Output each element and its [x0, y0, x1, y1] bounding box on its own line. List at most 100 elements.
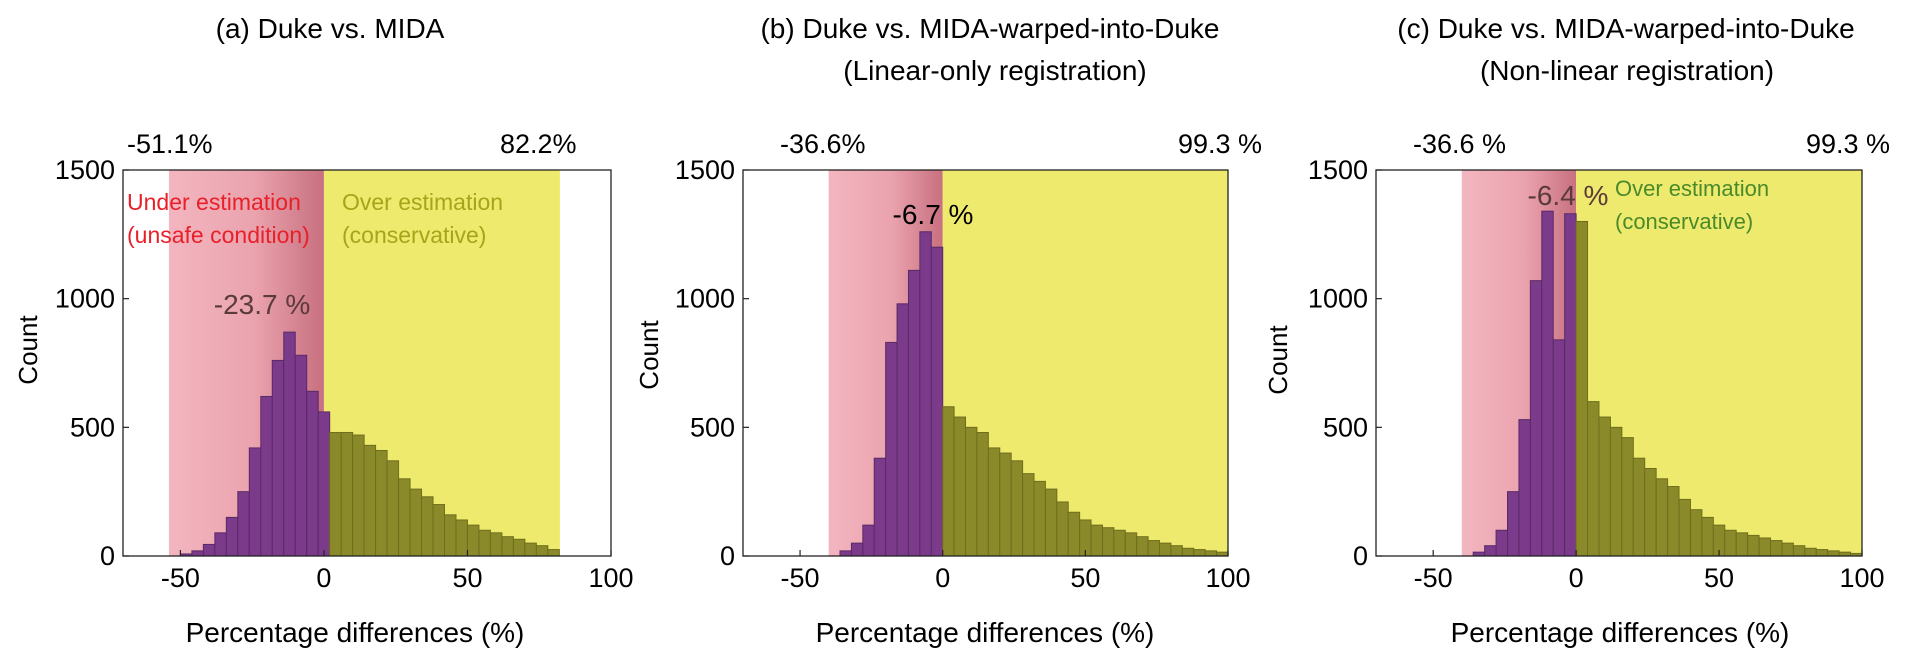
- histogram-bar: [1159, 542, 1172, 557]
- panel-title: (c) Duke vs. MIDA-warped-into-Duke: [1397, 13, 1854, 44]
- histogram-bar: [1587, 401, 1600, 557]
- histogram-bar: [340, 431, 354, 557]
- y-tick-label: 0: [720, 541, 735, 571]
- axes-frame: [742, 169, 1229, 557]
- y-tick-label: 1500: [55, 155, 115, 185]
- panel-b: (b) Duke vs. MIDA-warped-into-Duke (Line…: [634, 13, 1262, 648]
- histogram-bar: [1044, 488, 1058, 557]
- histogram-bar: [1598, 416, 1611, 557]
- axes-frame: [1375, 169, 1863, 557]
- under-label-line-2: (unsafe condition): [127, 222, 310, 248]
- histogram-bar: [248, 447, 262, 557]
- histogram-bar: [1193, 549, 1206, 557]
- histogram-bar: [1564, 213, 1577, 557]
- histogram-bar: [1056, 501, 1069, 557]
- histogram-bar: [489, 532, 503, 557]
- histogram-bar: [1781, 542, 1794, 557]
- x-tick-label: -50: [781, 563, 820, 593]
- histogram-bar: [444, 514, 457, 557]
- panel-subtitle: (Linear-only registration): [843, 55, 1146, 86]
- histogram-bar: [1804, 547, 1817, 557]
- x-axis-label: Percentage differences (%): [816, 617, 1155, 648]
- histogram-bar: [398, 478, 411, 557]
- x-tick-label: 0: [316, 563, 331, 593]
- histogram-bar: [271, 359, 285, 557]
- top-left-label: -36.6 %: [1413, 129, 1506, 159]
- x-tick-label: 50: [1704, 563, 1734, 593]
- histogram-bar: [260, 395, 273, 557]
- histogram-bar: [1678, 498, 1691, 557]
- histogram-bar: [214, 532, 227, 557]
- histogram-bar: [1827, 550, 1840, 557]
- x-tick-label: 100: [1205, 563, 1250, 593]
- histogram-bar: [1033, 480, 1046, 557]
- histogram-bar: [1090, 524, 1103, 557]
- top-right-label: 99.3 %: [1178, 129, 1262, 159]
- panel-c: (c) Duke vs. MIDA-warped-into-Duke (Non-…: [1263, 13, 1890, 648]
- x-tick-label: -50: [161, 563, 200, 593]
- x-tick-label: 100: [1839, 563, 1884, 593]
- histogram-bar: [1484, 545, 1497, 557]
- x-tick-label: -50: [1414, 563, 1453, 593]
- histogram-bar: [478, 529, 491, 557]
- histogram-bar: [999, 452, 1012, 557]
- histogram-bar: [839, 550, 852, 557]
- histogram-bar: [1655, 478, 1669, 557]
- histogram-bar: [225, 516, 239, 557]
- over-label-line-2: (conservative): [1615, 209, 1753, 234]
- y-tick-label: 500: [70, 412, 115, 442]
- histogram-bar: [1747, 534, 1760, 557]
- histogram-bar: [294, 354, 308, 557]
- histogram-bar: [1735, 532, 1749, 557]
- histogram-bar: [1552, 339, 1566, 557]
- panel-title: (a) Duke vs. MIDA: [216, 13, 445, 44]
- histogram-bar: [501, 536, 514, 557]
- histogram-bar: [953, 416, 967, 557]
- histogram-bar: [1632, 457, 1646, 557]
- histogram-bar: [1644, 468, 1657, 557]
- histogram-bar: [1758, 537, 1772, 557]
- histogram-bar: [965, 426, 978, 557]
- histogram-bar: [1101, 527, 1115, 557]
- histogram-bar: [237, 491, 250, 557]
- x-tick-label: 0: [935, 563, 950, 593]
- y-tick-label: 1000: [55, 284, 115, 314]
- histogram-bar: [375, 449, 388, 557]
- histogram-bar: [283, 331, 296, 557]
- x-tick-label: 50: [452, 563, 482, 593]
- histogram-bar: [1022, 473, 1035, 557]
- y-tick-label: 1000: [1308, 284, 1368, 314]
- histogram-bar: [1815, 549, 1829, 557]
- top-left-label: -36.6%: [780, 129, 866, 159]
- histogram-bar: [1010, 460, 1024, 557]
- top-right-label: 82.2%: [500, 129, 577, 159]
- histogram-bar: [850, 542, 864, 557]
- histogram-bar: [1701, 516, 1714, 557]
- histogram-bar: [1147, 540, 1161, 557]
- histogram-bar: [363, 444, 377, 557]
- histogram-bar: [1204, 550, 1218, 557]
- y-axis-label: Count: [13, 315, 43, 385]
- histogram-bar: [512, 538, 526, 557]
- y-tick-label: 1500: [675, 155, 735, 185]
- histogram-bar: [873, 457, 887, 557]
- panel-subtitle: (Non-linear registration): [1480, 55, 1774, 86]
- panel-title: (b) Duke vs. MIDA-warped-into-Duke: [760, 13, 1219, 44]
- histogram-bar: [896, 303, 909, 557]
- panel-a: (a) Duke vs. MIDA -51.1% 82.2% Count Per…: [13, 13, 634, 648]
- histogram-bar: [1667, 486, 1680, 557]
- histogram-bar: [1575, 220, 1589, 557]
- histogram-bar: [386, 460, 400, 557]
- histogram-bar: [976, 431, 989, 557]
- y-tick-label: 0: [1353, 541, 1368, 571]
- x-axis-label: Percentage differences (%): [186, 617, 525, 648]
- y-tick-label: 0: [100, 541, 115, 571]
- under-label-line-1: Under estimation: [127, 189, 301, 215]
- peak-label: -23.7 %: [214, 289, 311, 320]
- y-axis-label: Count: [634, 320, 664, 390]
- histogram-bar: [547, 549, 560, 557]
- histogram-bar: [885, 341, 898, 557]
- over-label-line-1: Over estimation: [1615, 176, 1769, 201]
- top-right-label: 99.3 %: [1806, 129, 1890, 159]
